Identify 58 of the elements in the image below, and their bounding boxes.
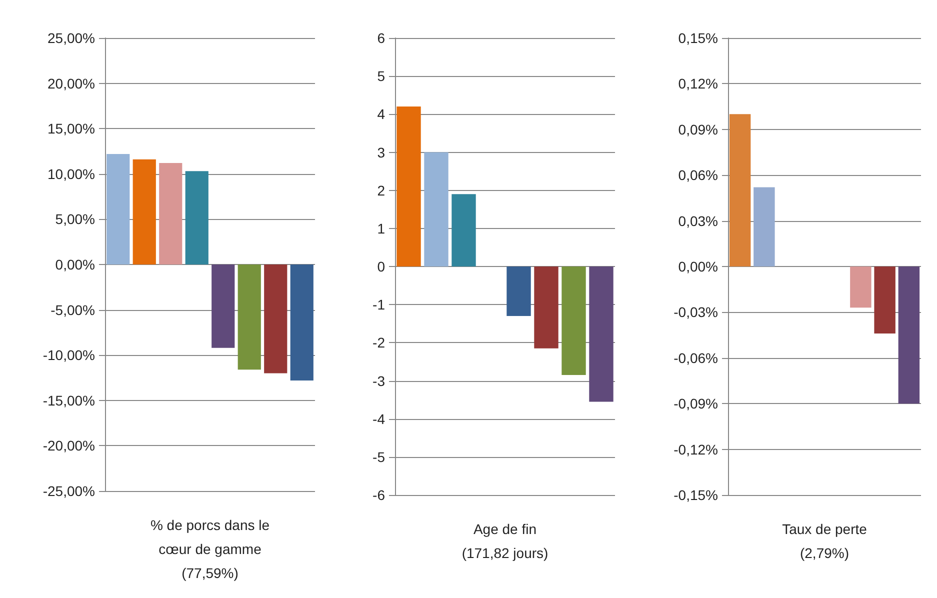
bar (562, 266, 586, 376)
bar (850, 266, 872, 308)
y-tick-label: 6 (377, 30, 386, 46)
y-tick-label: 4 (377, 106, 386, 122)
y-tick-label: 2 (377, 182, 386, 198)
x-axis-title: % de porcs dans le cœur de gamme (77,59%) (150, 517, 270, 581)
y-tick-label: 0,06% (678, 167, 718, 184)
y-tick-label: -0,06% (674, 350, 718, 366)
bar (185, 171, 208, 264)
y-tick-label: -20,00% (42, 438, 95, 454)
y-tick-label: 0,00% (678, 258, 718, 274)
y-tick-label: 0,09% (678, 121, 718, 138)
y-tick-label: -0,15% (674, 487, 718, 503)
y-tick-label: 5,00% (55, 211, 95, 228)
bar (106, 154, 130, 264)
x-axis-title: Taux de perte (2,79%) (782, 521, 868, 561)
bar (589, 266, 614, 402)
bar (132, 159, 156, 264)
bar (898, 266, 920, 404)
bar (238, 264, 261, 370)
y-tick-label: 0,15% (678, 30, 718, 46)
bar (506, 266, 531, 316)
bar (159, 163, 182, 264)
y-tick-label: 1 (377, 220, 386, 236)
y-tick-label: 0,00% (55, 256, 95, 272)
y-tick-label: 5 (377, 68, 386, 84)
y-tick-label: -6 (372, 487, 386, 503)
y-tick-label: -25,00% (42, 483, 95, 499)
y-tick-label: 25,00% (48, 30, 95, 46)
x-axis-title: Age de fin (171,82 jours) (462, 521, 548, 561)
y-tick-label: -0,09% (674, 396, 718, 412)
bar (729, 114, 751, 266)
y-tick-label: 20,00% (48, 75, 95, 92)
y-tick-label: -5 (372, 448, 386, 465)
bar (452, 194, 476, 266)
y-tick-label: -10,00% (42, 347, 95, 364)
y-tick-label: 15,00% (48, 120, 95, 137)
y-tick-label: 0,03% (678, 212, 718, 229)
bar (874, 266, 896, 334)
y-tick-label: -4 (372, 410, 386, 427)
y-tick-label: 3 (377, 144, 386, 160)
y-tick-label: -2 (372, 334, 386, 351)
y-tick-label: -0,03% (674, 304, 718, 320)
bar (424, 152, 448, 266)
y-tick-label: -15,00% (42, 392, 95, 408)
y-tick-label: -1 (372, 296, 386, 313)
bar (290, 264, 314, 380)
bar (534, 266, 558, 348)
bar (212, 264, 235, 348)
y-tick-label: -5,00% (50, 302, 95, 318)
y-tick-label: 10,00% (48, 166, 95, 182)
y-tick-label: 0 (377, 258, 386, 274)
bar (754, 187, 775, 266)
bar (396, 106, 421, 266)
y-tick-label: -3 (372, 372, 386, 389)
bar (264, 264, 288, 374)
y-tick-label: -0,12% (674, 441, 718, 458)
y-tick-label: 0,12% (678, 76, 718, 92)
